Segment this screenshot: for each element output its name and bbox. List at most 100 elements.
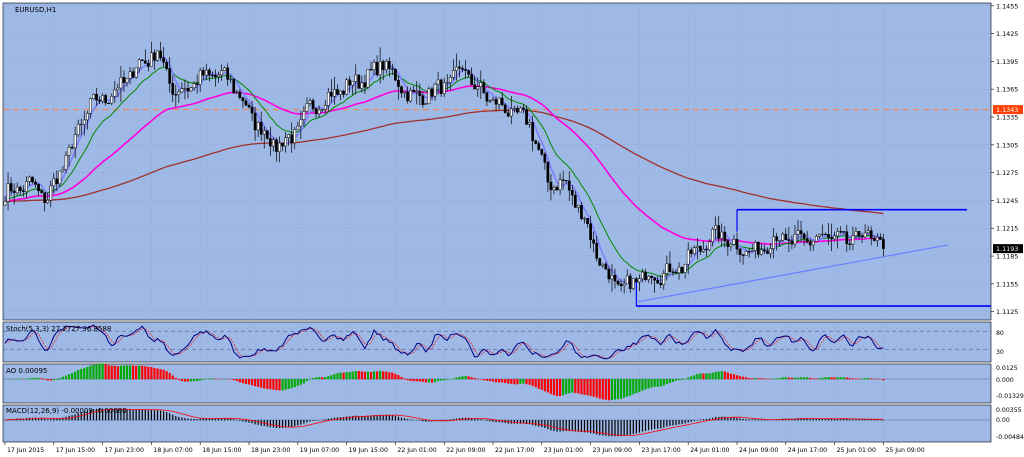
ao-bar <box>263 379 266 389</box>
candle-body <box>49 185 53 201</box>
macd-bar <box>193 418 195 421</box>
candle-body <box>845 231 849 245</box>
macd-bar <box>550 420 552 431</box>
candle-body <box>467 70 470 75</box>
candle-body <box>387 60 391 69</box>
macd-bar <box>300 420 302 425</box>
ao-bar <box>116 366 119 380</box>
ao-bar <box>430 379 434 383</box>
macd-bar <box>501 420 503 423</box>
candle-body <box>238 91 242 98</box>
candle-body <box>750 250 754 252</box>
ao-bar <box>748 378 751 380</box>
candle-body <box>320 109 324 111</box>
ao-bar <box>784 377 787 380</box>
macd-bar <box>538 420 540 427</box>
candle-body <box>757 241 760 255</box>
ao-bar <box>415 379 418 382</box>
candle-body <box>186 88 190 92</box>
ao-bar <box>336 373 339 380</box>
candle-body <box>177 91 181 95</box>
macd-bar <box>321 419 323 421</box>
candle-body <box>214 74 217 78</box>
ao-bar <box>132 365 135 380</box>
time-tick-label: 25 Jun 09:00 <box>885 447 924 454</box>
macd-bar <box>477 419 479 421</box>
candle-body <box>732 238 736 245</box>
candle-body <box>235 91 239 93</box>
macd-bar <box>324 419 326 421</box>
macd-panel[interactable] <box>2 404 992 443</box>
macd-bar <box>50 419 52 421</box>
macd-bar <box>824 418 827 421</box>
macd-bar <box>220 418 223 421</box>
candle-body <box>195 83 199 85</box>
time-tick-label: 24 Jun 01:00 <box>690 447 729 454</box>
candle-body <box>445 82 449 84</box>
candle-body <box>150 52 153 67</box>
macd-bar <box>419 420 421 421</box>
candle-body <box>705 248 708 251</box>
ao-bar <box>83 368 86 380</box>
ao-bar <box>186 379 190 382</box>
ao-label: AO 0.00095 <box>6 367 47 375</box>
macd-bar <box>83 411 85 421</box>
macd-bar <box>705 418 708 421</box>
ao-bar <box>589 379 592 396</box>
macd-bar <box>346 416 348 421</box>
macd-bar <box>699 419 701 421</box>
ao-bar <box>412 379 415 382</box>
macd-bar <box>657 420 659 429</box>
ao-bar <box>360 371 363 380</box>
candle-body <box>253 112 257 131</box>
macd-bar <box>553 420 555 432</box>
candle-body <box>272 139 275 147</box>
macd-bar <box>37 417 40 421</box>
candle-body <box>491 99 495 101</box>
macd-bar <box>529 420 531 425</box>
candle-body <box>204 69 208 76</box>
ao-bar <box>787 377 790 380</box>
ao-bar <box>86 366 89 380</box>
ao-bar <box>659 379 662 387</box>
ao-bar <box>37 377 40 380</box>
candle-body <box>558 179 562 191</box>
macd-bar <box>391 415 393 421</box>
macd-bar <box>62 417 64 421</box>
macd-bar <box>583 420 586 433</box>
candle-body <box>598 258 602 266</box>
ao-bar <box>818 378 821 380</box>
candle-body <box>866 230 870 234</box>
ao-panel[interactable] <box>2 363 992 404</box>
macd-bar <box>211 418 213 421</box>
candle-body <box>726 240 730 247</box>
ao-bar <box>751 378 754 380</box>
ao-bar <box>46 379 49 381</box>
macd-bar <box>138 409 140 421</box>
candle-body <box>851 235 855 245</box>
ao-bar <box>311 378 315 380</box>
stochastic-panel[interactable] <box>2 321 992 363</box>
ao-bar <box>647 379 650 389</box>
ao-bar <box>257 379 260 387</box>
candle-body <box>699 245 702 252</box>
candle-body <box>46 200 50 204</box>
macd-bar <box>150 409 152 421</box>
macd-bar <box>141 409 143 421</box>
ao-bar <box>95 364 98 380</box>
candle-body <box>763 249 766 252</box>
ao-bar <box>662 379 665 386</box>
ao-bar <box>769 379 772 380</box>
macd-bar <box>660 420 662 429</box>
ao-bar <box>421 379 424 382</box>
ao-bar <box>641 379 644 391</box>
ao-bar <box>720 371 723 380</box>
candle-body <box>668 263 672 273</box>
candle-body <box>3 201 7 206</box>
time-tick-label: 23 Jun 17:00 <box>641 447 680 454</box>
price-tick-label: 1.1335 <box>996 114 1018 122</box>
ao-bar <box>302 379 305 384</box>
current-price-label: 1.1193 <box>996 245 1018 253</box>
macd-bar <box>644 420 647 431</box>
